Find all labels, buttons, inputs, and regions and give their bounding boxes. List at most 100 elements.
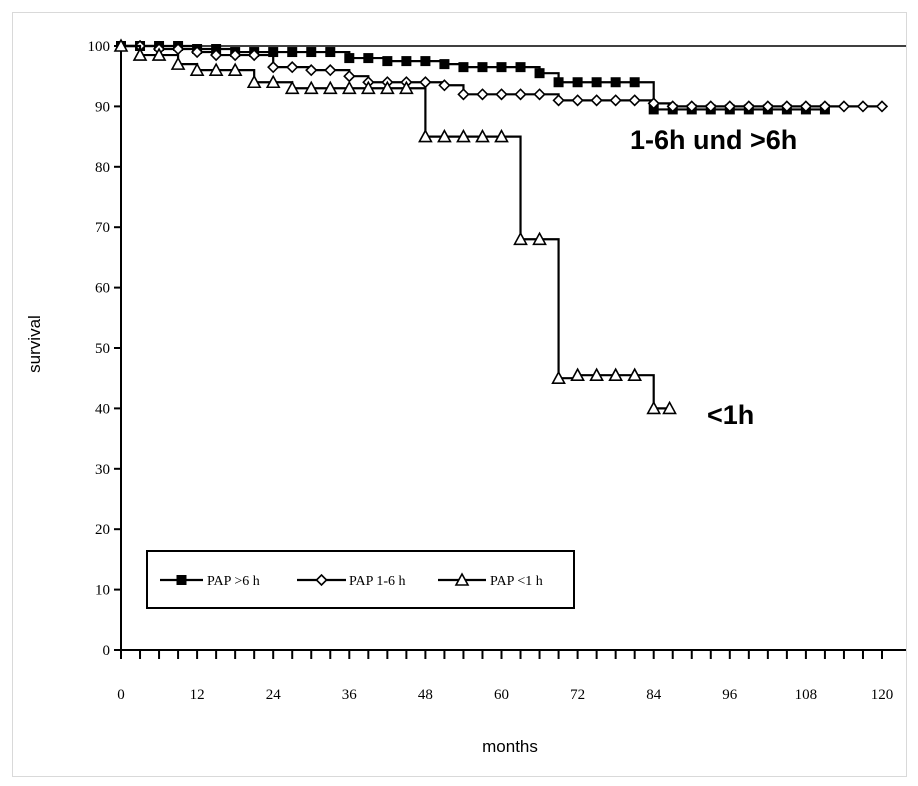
square-marker — [515, 62, 526, 73]
diamond-marker — [267, 61, 280, 74]
square-marker — [363, 53, 374, 64]
triangle-marker — [151, 47, 167, 61]
diamond-marker — [286, 61, 299, 74]
series-pap-1-6h — [114, 39, 889, 113]
y-tick-label: 10 — [95, 583, 110, 599]
legend-label: PAP 1-6 h — [349, 574, 406, 589]
diamond-marker — [856, 100, 870, 113]
x-tick-label: 48 — [418, 687, 433, 703]
annotation-under-1h: <1h — [707, 400, 754, 430]
square-marker — [534, 68, 545, 79]
diamond-marker — [590, 94, 603, 107]
triangle-marker — [227, 62, 243, 76]
legend-square-marker — [176, 575, 187, 585]
x-tick-label: 96 — [722, 687, 738, 703]
diamond-marker — [343, 70, 356, 83]
square-marker — [477, 62, 488, 73]
square-marker — [420, 56, 431, 67]
x-tick-label: 0 — [117, 687, 125, 703]
y-tick-label: 100 — [88, 39, 111, 55]
series-pap-over-6h — [116, 41, 830, 115]
square-marker — [439, 59, 450, 70]
triangle-marker — [532, 231, 547, 246]
diamond-marker — [742, 100, 755, 113]
diamond-marker — [248, 48, 261, 62]
triangle-marker — [646, 400, 662, 415]
diamond-marker — [628, 94, 641, 107]
diamond-marker — [761, 100, 774, 113]
triangle-marker — [341, 80, 357, 95]
series-layer — [113, 38, 889, 415]
legend-label: PAP >6 h — [207, 574, 260, 589]
triangle-marker — [570, 367, 585, 381]
triangle-marker — [380, 80, 395, 95]
diamond-marker — [229, 48, 242, 62]
triangle-marker — [303, 80, 319, 95]
diamond-marker — [837, 100, 851, 113]
diamond-marker — [799, 100, 813, 113]
triangle-marker — [322, 80, 338, 95]
y-tick-label: 90 — [95, 99, 110, 115]
diamond-marker — [305, 64, 318, 77]
legend-label: PAP <1 h — [490, 574, 543, 589]
x-tick-label: 120 — [871, 687, 894, 703]
square-marker — [382, 56, 393, 67]
square-marker — [629, 77, 640, 88]
square-marker — [591, 77, 602, 88]
y-tick-label: 20 — [95, 522, 110, 538]
annotation-1-6h-and-6h: 1-6h und >6h — [630, 125, 797, 155]
diamond-marker — [571, 94, 584, 107]
diamond-marker — [533, 88, 546, 101]
triangle-marker — [662, 400, 677, 415]
y-tick-label: 0 — [103, 643, 111, 659]
diamond-marker — [324, 64, 337, 77]
square-marker — [553, 77, 564, 88]
triangle-marker — [418, 128, 433, 143]
axes: 0 12 24 36 48 60 72 84 96 108 120 0 10 20 30 40 50 60 70 80… — [88, 39, 906, 703]
y-axis-title: survival — [25, 315, 44, 373]
square-marker — [306, 47, 317, 58]
legend: PAP >6 h PAP 1-6 h PAP <1 h — [146, 550, 575, 609]
x-tick-label: 84 — [646, 687, 662, 703]
triangle-marker — [494, 128, 509, 143]
x-tick-label: 60 — [494, 687, 509, 703]
triangle-marker — [437, 128, 452, 143]
y-tick-label: 60 — [95, 281, 110, 297]
figure-frame — [12, 12, 907, 777]
legend-diamond-marker — [315, 573, 328, 587]
y-tick-label: 40 — [95, 401, 110, 417]
triangle-marker — [246, 74, 262, 89]
triangle-marker — [589, 367, 604, 381]
triangle-marker — [399, 80, 414, 95]
x-axis-title: months — [482, 737, 538, 756]
legend-triangle-marker — [454, 572, 470, 586]
series-pap-under-1h — [113, 38, 677, 415]
triangle-marker — [627, 367, 643, 381]
triangle-marker — [456, 128, 471, 143]
diamond-marker — [476, 88, 489, 101]
triangle-marker — [284, 80, 300, 95]
diamond-marker — [190, 45, 204, 59]
diamond-marker — [514, 88, 527, 101]
diamond-marker — [552, 94, 565, 107]
triangle-marker — [475, 128, 490, 143]
diamond-marker — [609, 94, 622, 107]
y-tick-label: 80 — [95, 160, 110, 176]
triangle-marker — [513, 231, 528, 246]
square-marker — [401, 56, 412, 67]
square-marker — [268, 47, 279, 58]
triangle-marker — [208, 62, 224, 76]
square-marker — [610, 77, 621, 88]
triangle-marker — [170, 56, 186, 70]
diamond-marker — [685, 100, 698, 113]
triangle-marker — [132, 47, 148, 61]
square-marker — [344, 53, 355, 64]
x-tick-label: 24 — [266, 687, 282, 703]
triangle-marker — [189, 62, 205, 76]
diamond-marker — [419, 76, 432, 89]
diamond-marker — [457, 88, 470, 101]
triangle-marker — [360, 80, 376, 95]
x-tick-label: 36 — [342, 687, 358, 703]
square-marker — [287, 47, 298, 58]
